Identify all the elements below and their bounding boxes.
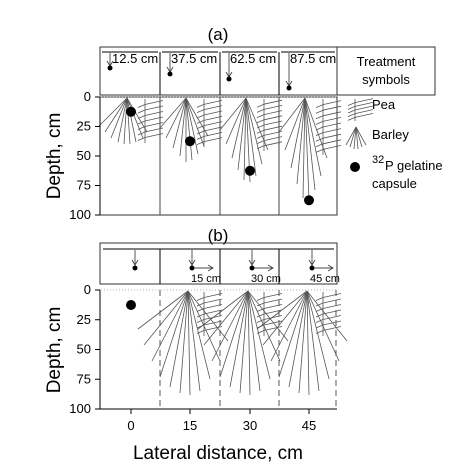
capsule-dot-icon bbox=[245, 165, 255, 176]
panel-b-y-tick-label: 75 bbox=[77, 371, 91, 386]
y-axis-title-b: Depth, cm bbox=[44, 307, 65, 394]
panel-b-y-tick-label: 25 bbox=[77, 312, 91, 327]
panel-a-label: (a) bbox=[208, 25, 229, 44]
down-arrow-icon bbox=[285, 53, 293, 91]
panel-a-y-tick-label: 75 bbox=[77, 178, 91, 193]
distance-label-b3: 45 cm bbox=[310, 273, 340, 285]
legend-barley-label: Barley bbox=[372, 127, 409, 142]
legend-pea-label: Pea bbox=[372, 97, 396, 112]
panel-b-label: (b) bbox=[208, 226, 229, 245]
x-tick-label: 30 bbox=[243, 418, 257, 433]
panel-a-y-tick-label: 25 bbox=[77, 119, 91, 134]
barley-root-icon bbox=[219, 97, 269, 183]
down-arrow-icon bbox=[131, 250, 139, 271]
pea-root-icon bbox=[347, 98, 374, 121]
down-arrow-icon bbox=[308, 250, 316, 271]
right-arrow-icon bbox=[314, 264, 334, 272]
capsule-dot-icon bbox=[126, 300, 136, 310]
pea-root-icon bbox=[196, 99, 223, 147]
distance-label-a4: 87.5 cm bbox=[290, 51, 336, 66]
down-arrow-icon bbox=[106, 53, 114, 71]
x-tick-label: 15 bbox=[183, 418, 197, 433]
x-axis: 0 15 30 45 Lateral distance, cm bbox=[127, 409, 316, 464]
legend-capsule-line2: capsule bbox=[372, 176, 417, 191]
distance-label-b1: 15 cm bbox=[191, 273, 221, 285]
panel-b-y-axis: 0 25 50 75 100 bbox=[69, 282, 101, 416]
y-axis-title-a: Depth, cm bbox=[44, 113, 65, 200]
pea-root-icon bbox=[315, 99, 342, 155]
right-arrow-icon bbox=[254, 264, 274, 272]
legend: Treatment symbols Pea Barley 32 P gelati… bbox=[336, 46, 443, 191]
legend-capsule-line1: P gelatine bbox=[385, 158, 443, 173]
capsule-dot-icon bbox=[185, 136, 195, 147]
panel-a-plot bbox=[98, 96, 342, 216]
legend-title-frame bbox=[336, 46, 436, 96]
down-arrow-icon bbox=[248, 250, 256, 271]
panel-b-plot bbox=[100, 289, 348, 410]
legend-capsule-sup: 32 bbox=[372, 154, 384, 166]
x-tick-label: 0 bbox=[127, 418, 134, 433]
capsule-dot-icon bbox=[126, 106, 136, 117]
right-arrow-icon bbox=[194, 264, 214, 272]
distance-label-a1: 12.5 cm bbox=[112, 51, 158, 66]
pea-root-icon bbox=[256, 292, 283, 336]
barley-root-icon bbox=[98, 97, 148, 145]
distance-label-a3: 62.5 cm bbox=[230, 51, 276, 66]
barley-root-icon bbox=[278, 97, 328, 201]
barley-root-icon bbox=[256, 290, 348, 396]
panel-a-y-tick-label: 0 bbox=[84, 89, 91, 104]
panel-a-y-tick-label: 50 bbox=[77, 148, 91, 163]
down-arrow-icon bbox=[166, 53, 174, 77]
capsule-dot-icon bbox=[350, 162, 360, 172]
panel-a-y-tick-label: 100 bbox=[69, 207, 91, 222]
panel-b-schematic: 15 cm 30 cm 45 cm bbox=[99, 242, 340, 285]
pea-root-icon bbox=[137, 99, 164, 143]
capsule-dot-icon bbox=[304, 195, 314, 206]
barley-root-icon bbox=[345, 126, 367, 150]
pea-root-icon bbox=[256, 99, 283, 151]
panel-b-schematic-frame bbox=[99, 242, 338, 285]
x-tick-label: 45 bbox=[302, 418, 316, 433]
legend-title-line1: Treatment bbox=[357, 54, 416, 69]
panel-b-y-tick-label: 100 bbox=[69, 401, 91, 416]
x-axis-title: Lateral distance, cm bbox=[133, 443, 303, 464]
barley-root-icon bbox=[197, 290, 289, 396]
barley-root-icon bbox=[137, 290, 229, 396]
down-arrow-icon bbox=[188, 250, 196, 271]
barley-root-icon bbox=[159, 97, 209, 162]
pea-root-icon bbox=[315, 292, 342, 336]
legend-title-line2: symbols bbox=[362, 72, 410, 87]
panel-b-y-tick-label: 50 bbox=[77, 342, 91, 357]
down-arrow-icon bbox=[225, 53, 233, 82]
panel-a-y-axis: 0 25 50 75 100 bbox=[69, 89, 101, 222]
distance-label-a2: 37.5 cm bbox=[171, 51, 217, 66]
panel-a-schematic: 12.5 cm 37.5 cm 62.5 cm 87.5 cm bbox=[99, 46, 338, 96]
panel-b-y-tick-label: 0 bbox=[84, 282, 91, 297]
distance-label-b2: 30 cm bbox=[251, 273, 281, 285]
